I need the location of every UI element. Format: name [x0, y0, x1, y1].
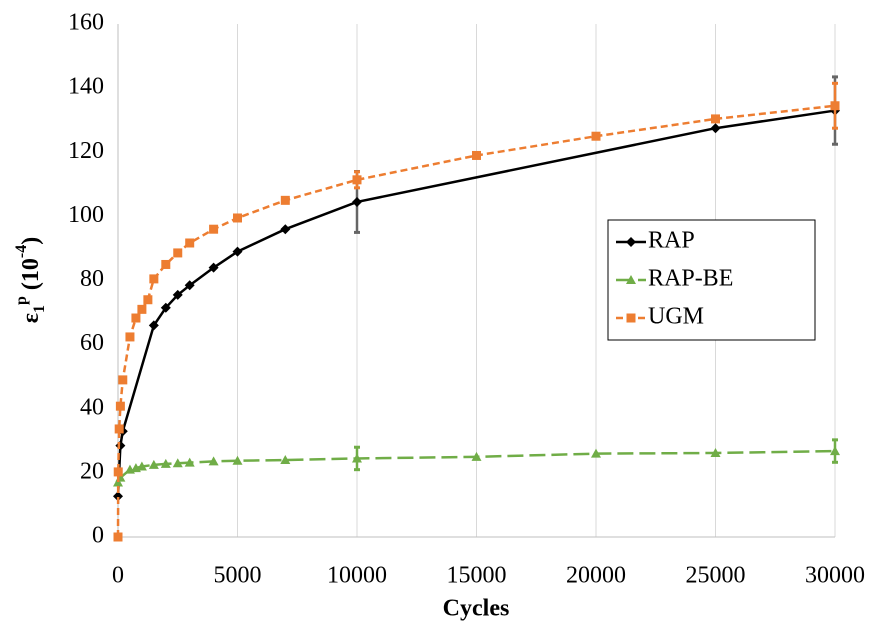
marker — [352, 453, 362, 463]
marker — [626, 275, 636, 284]
marker — [352, 175, 362, 185]
x-tick-label: 15000 — [447, 563, 507, 589]
marker — [472, 150, 481, 160]
marker — [161, 259, 171, 269]
y-tick-label: 120 — [68, 138, 104, 164]
marker — [115, 401, 125, 411]
y-axis-title-part: -4 — [13, 245, 30, 258]
x-tick-label: 20000 — [566, 563, 626, 589]
y-axis-title-part: ε — [18, 313, 44, 323]
marker — [184, 457, 195, 467]
marker — [149, 274, 159, 284]
marker — [148, 320, 159, 331]
marker — [209, 224, 219, 234]
legend-label: RAP-BE — [648, 266, 733, 292]
marker — [125, 332, 135, 342]
y-tick-label: 160 — [68, 10, 104, 36]
y-axis-title-part: ) — [18, 237, 44, 245]
marker — [114, 424, 124, 434]
marker — [113, 532, 123, 542]
marker — [172, 458, 183, 468]
marker — [626, 237, 636, 247]
marker — [233, 213, 242, 223]
y-tick-label: 20 — [80, 458, 104, 484]
marker — [137, 304, 147, 314]
series-line — [116, 104, 836, 538]
marker — [160, 302, 171, 313]
marker — [591, 448, 601, 458]
marker — [115, 440, 126, 451]
marker — [131, 313, 141, 323]
marker — [830, 101, 840, 111]
marker — [352, 196, 362, 207]
x-tick-label: 30000 — [805, 563, 865, 589]
y-axis-title: ε1p (10-4) — [13, 237, 48, 324]
y-tick-label: 140 — [68, 74, 104, 100]
marker — [280, 455, 291, 465]
marker — [711, 114, 720, 124]
legend-label: UGM — [648, 304, 704, 330]
marker — [172, 289, 183, 300]
y-tick-label: 60 — [80, 330, 104, 356]
marker — [710, 123, 721, 134]
marker — [232, 455, 243, 465]
marker — [160, 458, 171, 468]
marker — [184, 280, 195, 291]
marker — [113, 491, 123, 502]
legend-label: RAP — [648, 228, 695, 254]
marker — [830, 446, 840, 456]
x-tick-label: 10000 — [327, 563, 387, 589]
marker — [185, 238, 195, 248]
marker — [710, 447, 721, 457]
marker — [280, 224, 291, 235]
x-axis-title: Cycles — [443, 596, 510, 622]
y-axis-title-part: (10 — [18, 258, 44, 296]
marker — [173, 248, 183, 258]
marker — [280, 195, 290, 205]
y-tick-label: 100 — [68, 202, 104, 228]
x-tick-label: 25000 — [686, 563, 746, 589]
marker — [208, 456, 219, 466]
marker — [626, 313, 636, 323]
y-axis-title-part: 1 — [31, 305, 48, 313]
marker — [118, 375, 128, 385]
marker — [136, 461, 147, 471]
x-tick-label: 5000 — [214, 563, 262, 589]
y-tick-label: 0 — [92, 523, 104, 549]
y-axis-title-part: p — [13, 296, 30, 305]
marker — [113, 467, 123, 477]
marker — [471, 451, 482, 461]
y-tick-label: 40 — [80, 394, 104, 420]
marker — [208, 262, 219, 273]
marker — [143, 295, 153, 305]
x-tick-label: 0 — [112, 563, 124, 589]
marker — [591, 131, 601, 141]
marker — [148, 459, 159, 469]
y-tick-label: 80 — [80, 266, 104, 292]
marker — [232, 246, 243, 257]
